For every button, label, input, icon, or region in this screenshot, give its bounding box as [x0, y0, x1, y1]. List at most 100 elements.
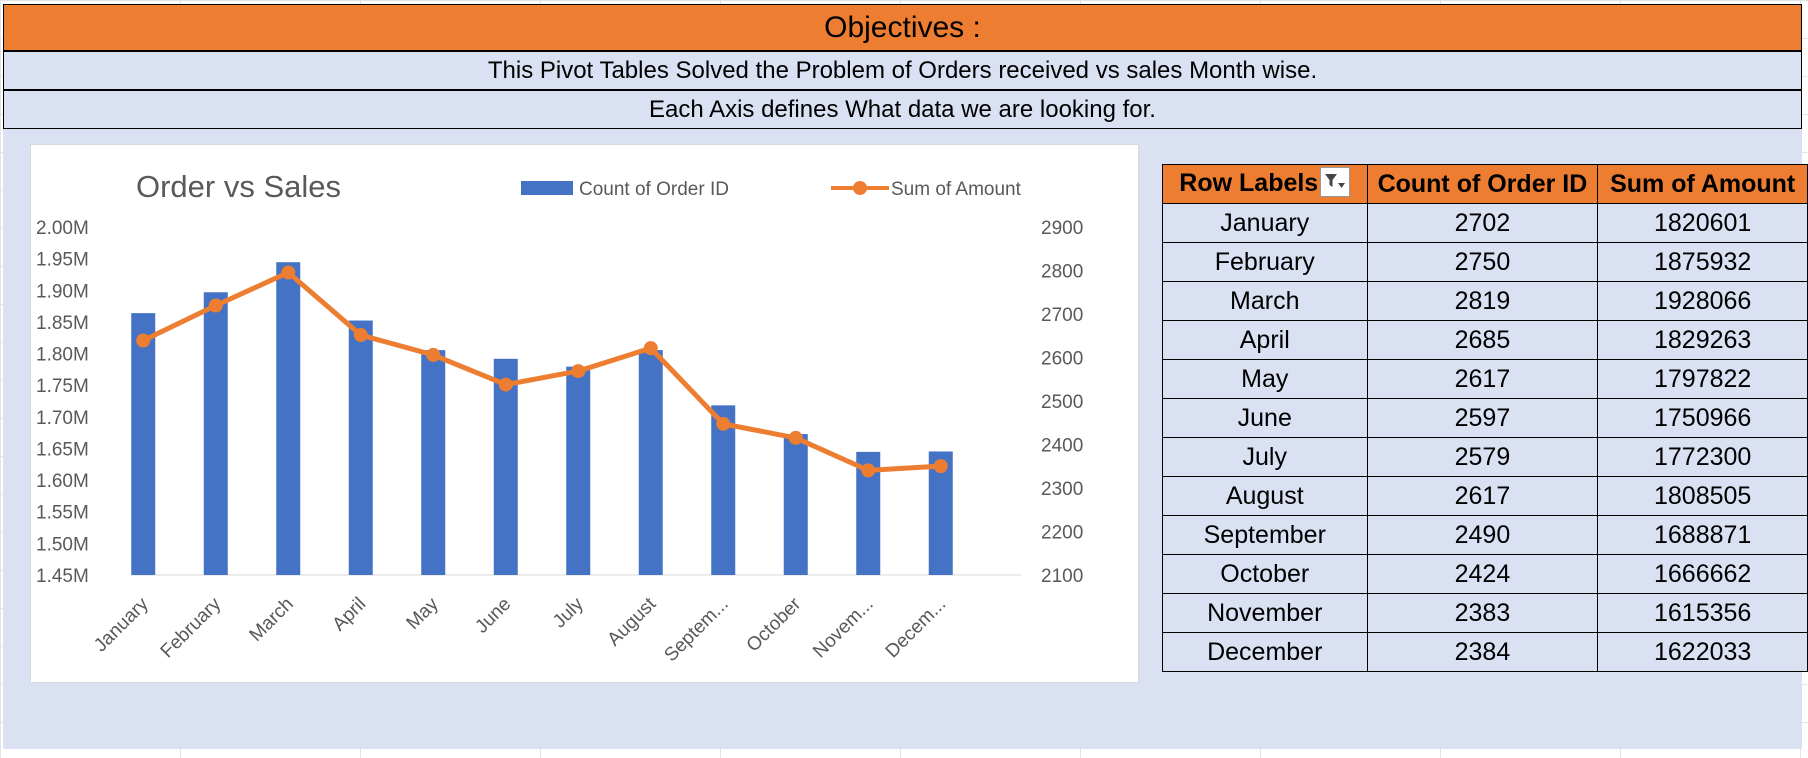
bar-count-of-order-id [638, 350, 663, 575]
row-label-cell[interactable]: March [1162, 281, 1368, 321]
order-vs-sales-chart[interactable]: Order vs Sales Count of Order ID Sum of Am… [30, 144, 1139, 683]
count-cell[interactable]: 2702 [1366, 203, 1599, 243]
description-line-2: Each Axis defines What data we are looki… [649, 95, 1156, 123]
sum-cell[interactable]: 1820601 [1597, 203, 1808, 243]
table-row: March 2819 1928066 [1162, 281, 1808, 321]
count-cell[interactable]: 2490 [1366, 515, 1599, 555]
sum-of-amount-point [643, 341, 658, 356]
x-axis-category-label: Novem... [809, 594, 878, 663]
sum-of-amount-point [571, 364, 586, 379]
sum-of-amount-line [142, 270, 941, 473]
sum-cell[interactable]: 1797822 [1597, 359, 1808, 399]
left-axis-tick-label: 2.00M [36, 218, 89, 239]
x-axis-category-label: Septem... [660, 594, 732, 666]
row-label-cell[interactable]: December [1162, 632, 1368, 672]
right-axis-tick-label: 2200 [1041, 523, 1083, 544]
x-axis-category-label: April [329, 594, 371, 636]
table-row: December 2384 1622033 [1162, 632, 1808, 672]
chart-canvas: Order vs Sales Count of Order ID Sum of Am… [36, 169, 1083, 666]
pivot-body: January 2702 1820601 February 2750 1875932 Mar… [1162, 203, 1808, 672]
right-axis-tick-label: 2700 [1041, 305, 1083, 326]
x-axis-category-label: Decem... [882, 594, 951, 663]
row-label-cell[interactable]: November [1162, 593, 1368, 633]
sum-of-amount-point [353, 328, 368, 343]
sum-cell[interactable]: 1772300 [1597, 437, 1808, 477]
sum-cell[interactable]: 1615356 [1597, 593, 1808, 633]
sum-cell[interactable]: 1688871 [1597, 515, 1808, 555]
count-cell[interactable]: 2750 [1366, 242, 1599, 282]
table-row: April 2685 1829263 [1162, 320, 1808, 360]
count-cell[interactable]: 2383 [1366, 593, 1599, 633]
count-cell[interactable]: 2384 [1366, 632, 1599, 672]
sum-of-amount-point [426, 347, 441, 362]
header-count-of-order-id[interactable]: Count of Order ID [1366, 164, 1599, 204]
row-label-cell[interactable]: October [1162, 554, 1368, 594]
header-row-labels[interactable]: Row Labels [1162, 164, 1368, 204]
bar-count-of-order-id [421, 350, 446, 575]
sum-cell[interactable]: 1622033 [1597, 632, 1808, 672]
sum-of-amount-point [281, 265, 296, 280]
right-axis-tick-label: 2100 [1041, 566, 1083, 587]
left-axis-tick-label: 1.80M [36, 345, 89, 366]
sum-cell[interactable]: 1829263 [1597, 320, 1808, 360]
header-count-text: Count of Order ID [1377, 169, 1588, 198]
bar-count-of-order-id [493, 358, 518, 575]
left-axis-tick-label: 1.45M [36, 566, 89, 587]
count-cell[interactable]: 2685 [1366, 320, 1599, 360]
right-axis-tick-label: 2400 [1041, 436, 1083, 457]
left-axis-tick-label: 1.70M [36, 408, 89, 429]
count-cell[interactable]: 2819 [1366, 281, 1599, 321]
table-row: September 2490 1688871 [1162, 515, 1808, 555]
table-row: October 2424 1666662 [1162, 554, 1808, 594]
filter-dropdown-icon[interactable] [1320, 167, 1351, 198]
bar-count-of-order-id [711, 405, 736, 575]
count-cell[interactable]: 2597 [1366, 398, 1599, 438]
x-axis-category-label: May [403, 593, 444, 634]
legend-bar-swatch [521, 181, 573, 195]
sum-of-amount-point [716, 416, 731, 431]
sum-cell[interactable]: 1808505 [1597, 476, 1808, 516]
row-label-cell[interactable]: September [1162, 515, 1368, 555]
right-axis-tick-label: 2900 [1041, 218, 1083, 239]
count-cell[interactable]: 2579 [1366, 437, 1599, 477]
row-label-cell[interactable]: May [1162, 359, 1368, 399]
sum-cell[interactable]: 1928066 [1597, 281, 1808, 321]
row-label-cell[interactable]: April [1162, 320, 1368, 360]
table-row: November 2383 1615356 [1162, 593, 1808, 633]
sum-cell[interactable]: 1666662 [1597, 554, 1808, 594]
row-label-cell[interactable]: June [1162, 398, 1368, 438]
legend-bar-label: Count of Order ID [579, 179, 729, 200]
count-cell[interactable]: 2617 [1366, 359, 1599, 399]
left-axis-tick-label: 1.90M [36, 281, 89, 302]
bar-count-of-order-id [783, 434, 808, 575]
objectives-title: Objectives : [824, 10, 981, 44]
count-cell[interactable]: 2617 [1366, 476, 1599, 516]
right-axis-tick-label: 2800 [1041, 262, 1083, 283]
left-axis-tick-label: 1.60M [36, 471, 89, 492]
description-line-1: This Pivot Tables Solved the Problem of … [487, 56, 1318, 84]
row-label-cell[interactable]: July [1162, 437, 1368, 477]
description-cell-2[interactable]: Each Axis defines What data we are looki… [3, 90, 1802, 129]
sum-of-amount-point [136, 333, 151, 348]
x-axis-category-label: January [90, 593, 153, 656]
sum-cell[interactable]: 1875932 [1597, 242, 1808, 282]
table-row: July 2579 1772300 [1162, 437, 1808, 477]
row-label-cell[interactable]: February [1162, 242, 1368, 282]
table-row: May 2617 1797822 [1162, 359, 1808, 399]
objectives-title-cell[interactable]: Objectives : [3, 4, 1802, 51]
sum-of-amount-point [498, 377, 513, 392]
sum-of-amount-point [933, 459, 948, 474]
count-cell[interactable]: 2424 [1366, 554, 1599, 594]
x-axis-category-label: February [157, 593, 226, 662]
right-axis-tick-label: 2600 [1041, 349, 1083, 370]
table-row: January 2702 1820601 [1162, 203, 1808, 243]
sum-cell[interactable]: 1750966 [1597, 398, 1808, 438]
description-cell-1[interactable]: This Pivot Tables Solved the Problem of … [3, 51, 1802, 90]
header-sum-of-amount[interactable]: Sum of Amount [1597, 164, 1808, 204]
bar-count-of-order-id [566, 366, 591, 575]
x-axis-category-label: August [604, 593, 661, 650]
legend-line-marker [853, 181, 867, 195]
row-label-cell[interactable]: August [1162, 476, 1368, 516]
row-label-cell[interactable]: January [1162, 203, 1368, 243]
